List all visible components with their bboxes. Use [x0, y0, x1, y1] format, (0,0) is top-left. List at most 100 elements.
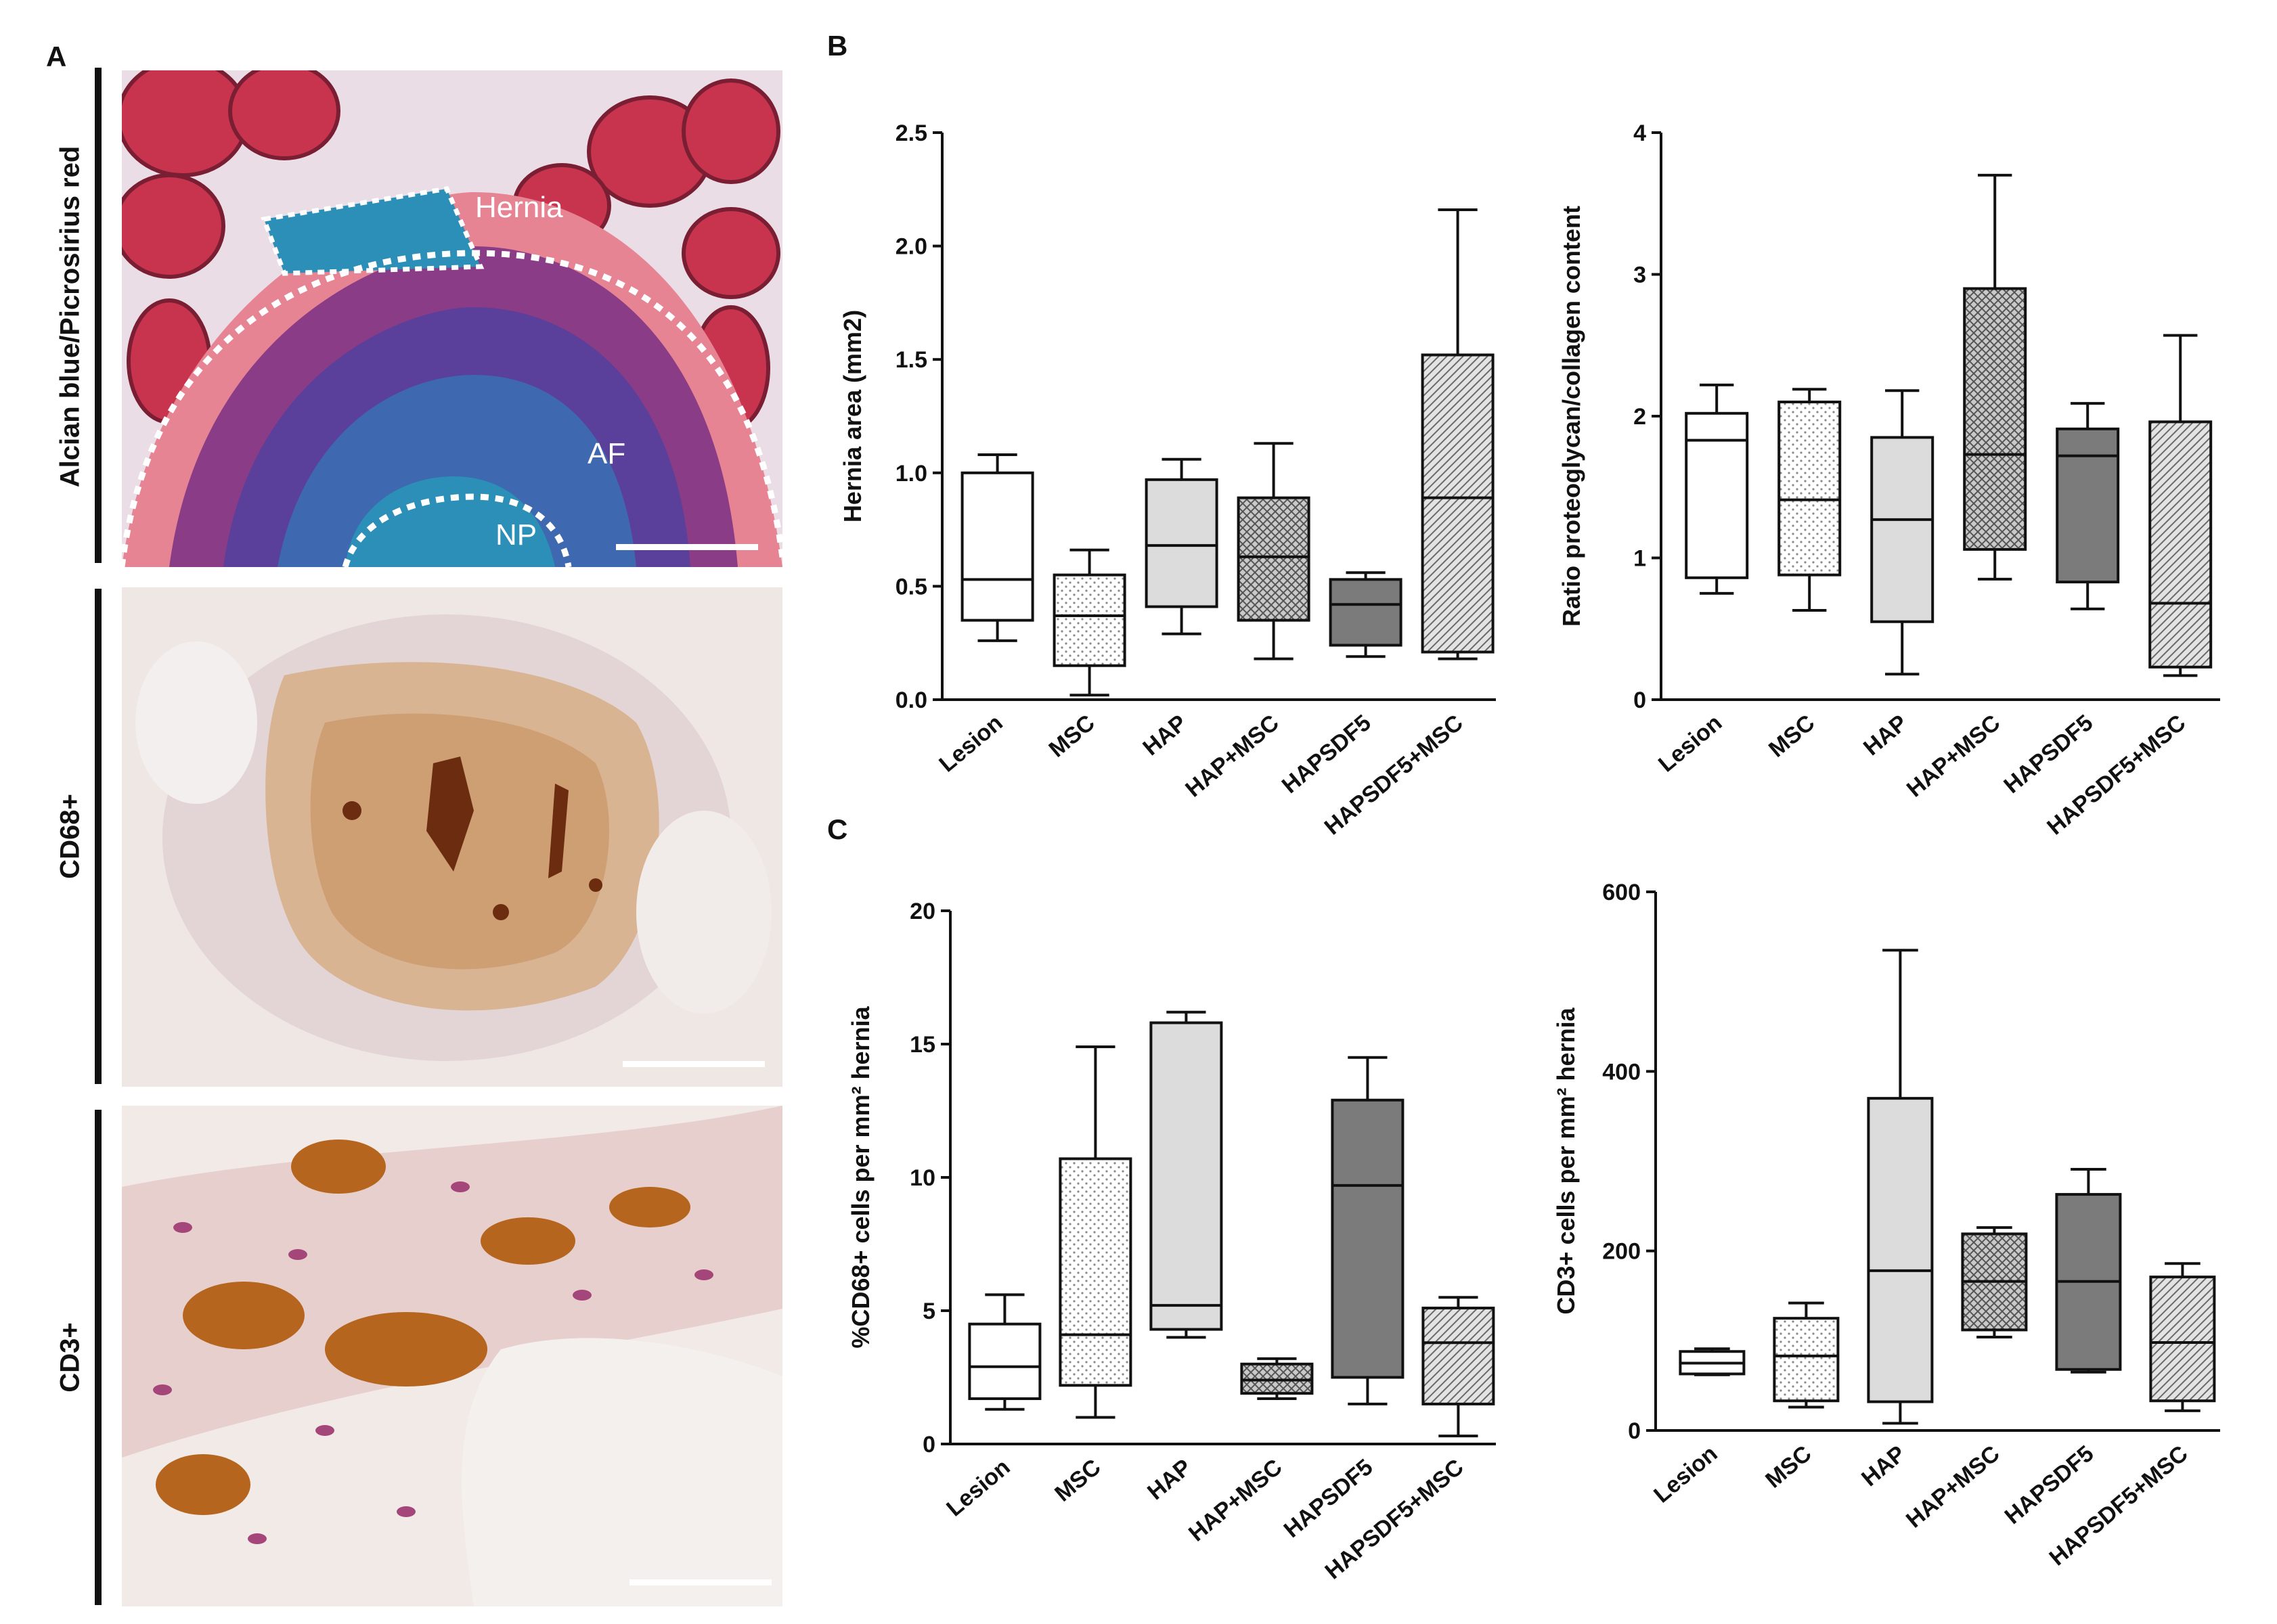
box-msc [1059, 1045, 1132, 1419]
box-iqr [1777, 401, 1842, 577]
x-tick-label: HAPSDF5 [2000, 1441, 2099, 1529]
x-tick-label: MSC [1044, 710, 1099, 763]
x-tick-label: Lesion [1654, 710, 1727, 777]
box-hap-plus-msc [1963, 173, 2027, 581]
x-tick-label: HAP [1143, 1454, 1196, 1505]
box-iqr [960, 471, 1034, 622]
label-af: AF [588, 437, 626, 470]
box-iqr [1963, 287, 2027, 551]
box-hap [1149, 1010, 1223, 1339]
x-tick-label: Lesion [934, 710, 1007, 777]
x-tick-label: HAP+MSC [1901, 1441, 2005, 1533]
label-np: NP [495, 518, 537, 551]
y-tick-label: 20 [910, 899, 935, 924]
x-tick-label: HAPSDF5 [1999, 710, 2098, 798]
panel-letter-b: B [827, 30, 848, 62]
x-tick-label: MSC [1761, 1441, 1816, 1493]
micrograph-cd68-svg [122, 587, 782, 1087]
boxplot-1: 0 1 2 3 4 Ratio proteoglycan/collagen content… [1557, 120, 2220, 840]
panel-letter-a: A [46, 41, 67, 72]
box-iqr [1421, 1307, 1495, 1405]
y-tick-label: 400 [1602, 1059, 1641, 1085]
panel-letter-c: C [827, 813, 848, 845]
x-tick-label: HAP [1859, 710, 1912, 761]
box-msc [1773, 1301, 1840, 1409]
micrograph-cd68 [122, 587, 782, 1087]
box-hap-plus-msc [1961, 1226, 2028, 1339]
boxplot-0: 0.0 0.5 1.0 1.5 2.0 2.5 Hernia area (mm2) Lesio… [839, 120, 1496, 840]
box-hap [1867, 949, 1934, 1425]
box-hapsdf5-plus-msc [1421, 208, 1495, 660]
y-tick-label: 1 [1633, 546, 1646, 572]
box-iqr [1867, 1097, 1934, 1403]
y-tick-label: 2 [1633, 404, 1646, 430]
box-hapsdf5 [2055, 1167, 2122, 1374]
box-hap-plus-msc [1240, 1357, 1314, 1401]
y-tick-label: 200 [1602, 1239, 1641, 1265]
y-tick-label: 0 [923, 1432, 935, 1458]
box-hap [1145, 457, 1218, 635]
row-bar-cd68 [95, 589, 102, 1084]
x-tick-label: HAP+MSC [1902, 710, 2006, 803]
box-iqr [1149, 1021, 1223, 1331]
box-lesion [968, 1293, 1042, 1411]
x-tick-label: HAP+MSC [1184, 1454, 1287, 1547]
box-hapsdf5 [2056, 402, 2120, 610]
box-hapsdf5-plus-msc [2149, 1262, 2216, 1412]
box-iqr [1053, 573, 1126, 667]
box-iqr [1870, 436, 1935, 623]
y-tick-label: 0.0 [896, 687, 927, 713]
x-tick-label: Lesion [942, 1454, 1015, 1522]
micrograph-alcian-picrosirius: Hernia AF NP [122, 70, 782, 567]
box-hap-plus-msc [1237, 442, 1310, 660]
y-axis-label: Ratio proteoglycan/collagen content [1557, 206, 1585, 627]
box-iqr [2149, 1276, 2216, 1403]
row-bar-cd3 [95, 1110, 102, 1605]
box-hapsdf5 [1331, 1056, 1405, 1405]
y-tick-label: 15 [910, 1032, 935, 1058]
box-iqr [1329, 578, 1402, 647]
box-msc [1053, 548, 1126, 697]
box-hap [1870, 389, 1935, 676]
box-iqr [1145, 478, 1218, 608]
box-lesion [1679, 1347, 1746, 1376]
x-tick-label: HAP [1857, 1441, 1910, 1491]
y-tick-label: 1.0 [896, 461, 927, 487]
x-tick-label: MSC [1050, 1454, 1105, 1507]
box-iqr [968, 1322, 1042, 1401]
box-msc [1777, 388, 1842, 612]
row-bar-alcian [95, 68, 102, 563]
box-lesion [1685, 383, 1749, 595]
box-iqr [1421, 353, 1495, 654]
box-iqr [2056, 427, 2120, 584]
y-tick-label: 3 [1633, 263, 1646, 288]
y-tick-label: 0 [1633, 687, 1646, 713]
y-tick-label: 4 [1633, 120, 1646, 146]
box-iqr [1685, 411, 1749, 579]
y-tick-label: 5 [923, 1299, 935, 1324]
y-tick-label: 2.0 [896, 234, 927, 260]
micrograph-alcian-svg [122, 70, 782, 567]
y-axis-label: %CD68+ cells per mm² hernia [847, 1006, 875, 1348]
y-tick-label: 1.5 [896, 347, 927, 373]
x-tick-label: MSC [1764, 710, 1819, 763]
y-tick-label: 0 [1628, 1418, 1641, 1444]
box-hapsdf5-plus-msc [1421, 1296, 1495, 1438]
label-hernia: Hernia [475, 191, 563, 224]
micrograph-cd3-svg [122, 1106, 782, 1606]
y-tick-label: 10 [910, 1165, 935, 1191]
y-axis-label: CD3+ cells per mm² hernia [1552, 1007, 1580, 1314]
y-tick-label: 0.5 [896, 574, 927, 600]
x-tick-label: HAP+MSC [1180, 710, 1284, 803]
box-lesion [960, 453, 1034, 642]
y-tick-label: 2.5 [896, 120, 927, 146]
y-axis-label: Hernia area (mm2) [839, 310, 866, 522]
boxplot-2: 0 5 10 15 20 %CD68+ cells per mm² hernia Lesio… [847, 899, 1496, 1584]
box-hapsdf5-plus-msc [2148, 334, 2213, 677]
box-iqr [1773, 1317, 1840, 1403]
boxplot-3: 0 200 400 600 CD3+ cells per mm² hernia Lesio… [1552, 880, 2220, 1571]
x-tick-label: HAP [1138, 710, 1191, 761]
x-tick-label: Lesion [1649, 1441, 1722, 1508]
box-iqr [1059, 1157, 1132, 1387]
